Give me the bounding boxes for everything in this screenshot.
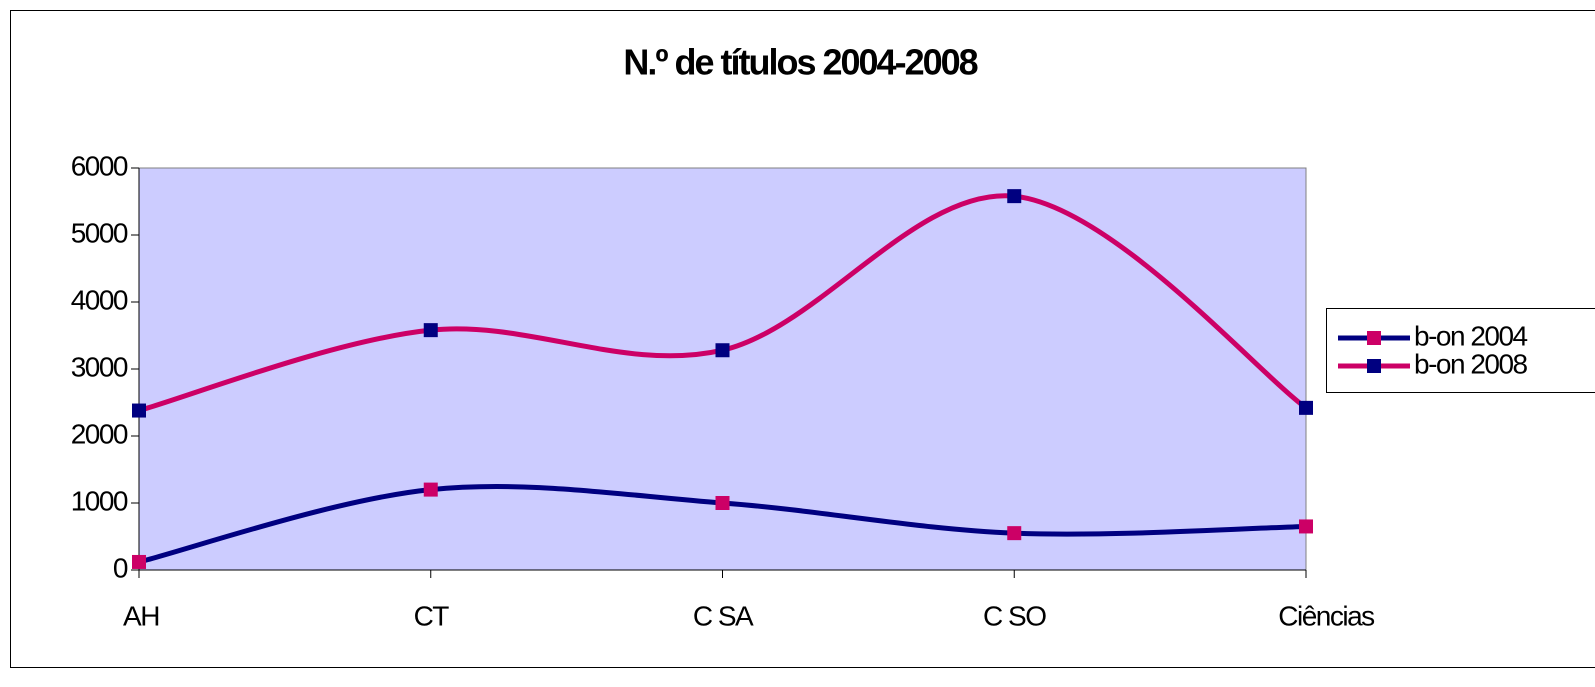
x-tick-label: C SA	[693, 600, 754, 631]
chart-title: N.º de títulos 2004-2008	[623, 42, 977, 83]
marker	[1299, 519, 1313, 533]
y-tick-label: 0	[113, 552, 128, 583]
y-tick-label: 2000	[71, 418, 128, 449]
marker	[1007, 189, 1021, 203]
x-tick-label: C SO	[983, 600, 1046, 631]
y-tick-label: 5000	[71, 217, 128, 248]
marker	[716, 496, 730, 510]
y-tick-label: 3000	[71, 351, 128, 382]
x-tick-label: CT	[414, 600, 450, 631]
y-tick-label: 4000	[71, 284, 128, 315]
y-tick-label: 1000	[71, 485, 128, 516]
marker	[716, 343, 730, 357]
marker	[1007, 526, 1021, 540]
x-tick-label: Ciências	[1278, 600, 1374, 631]
legend-label: b-on 2004	[1414, 320, 1528, 351]
legend-marker	[1367, 331, 1381, 345]
marker	[1299, 401, 1313, 415]
marker	[424, 483, 438, 497]
legend-marker	[1367, 359, 1381, 373]
legend-label: b-on 2008	[1414, 348, 1528, 379]
marker	[132, 404, 146, 418]
x-tick-label: AH	[123, 600, 159, 631]
marker	[424, 323, 438, 337]
marker	[132, 555, 146, 569]
y-tick-label: 6000	[71, 150, 128, 181]
